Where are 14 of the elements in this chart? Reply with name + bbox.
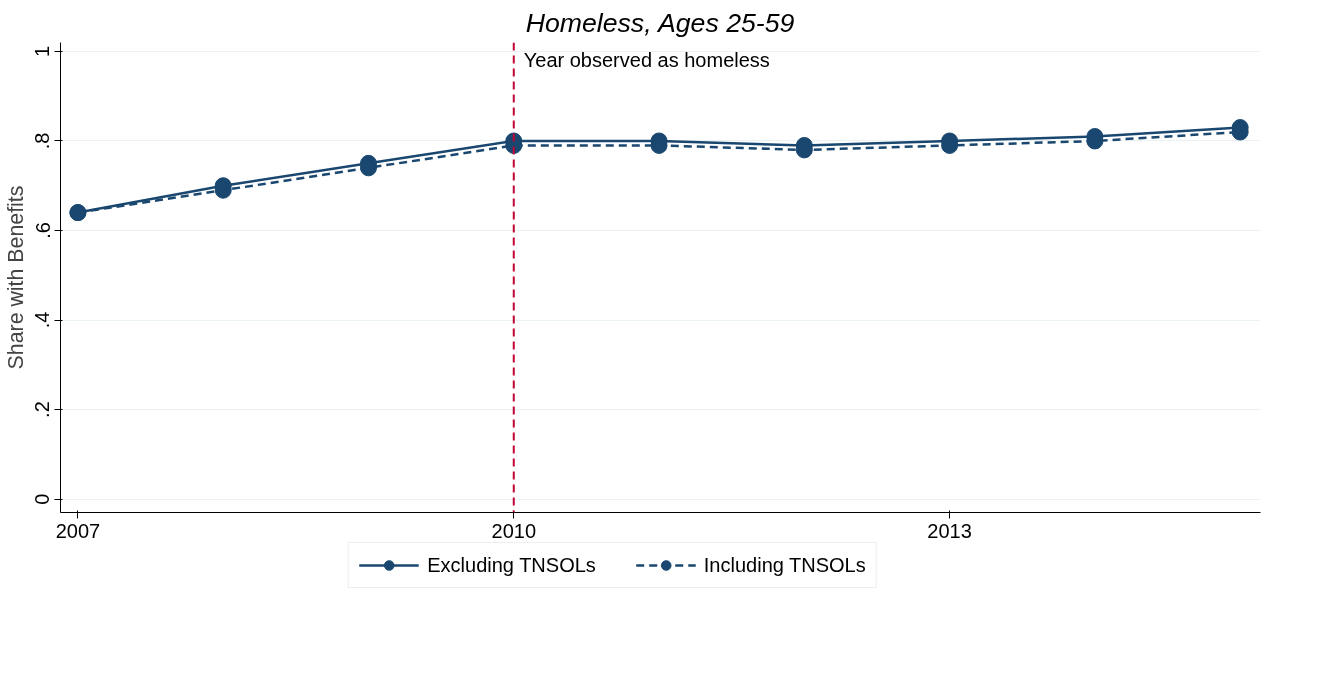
y-tick-label: .2 (31, 401, 54, 418)
legend-label: Including TNSOLs (703, 553, 866, 577)
y-axis-title: Share with Benefits (3, 185, 28, 370)
y-tick-label: .4 (31, 311, 54, 329)
y-tick-label: .8 (31, 132, 54, 150)
ref-line-label: Year observed as homeless (523, 48, 770, 71)
y-tick-label: 1 (31, 45, 54, 58)
x-tick-label: 2010 (491, 519, 537, 542)
x-tick-label: 2013 (927, 519, 972, 542)
legend-label: Excluding TNSOLs (427, 553, 596, 577)
y-tick-label: .6 (31, 222, 54, 239)
x-tick-label: 2007 (55, 519, 101, 542)
chart-title: Homeless, Ages 25-59 (525, 7, 795, 38)
y-tick-label: 0 (31, 493, 54, 505)
